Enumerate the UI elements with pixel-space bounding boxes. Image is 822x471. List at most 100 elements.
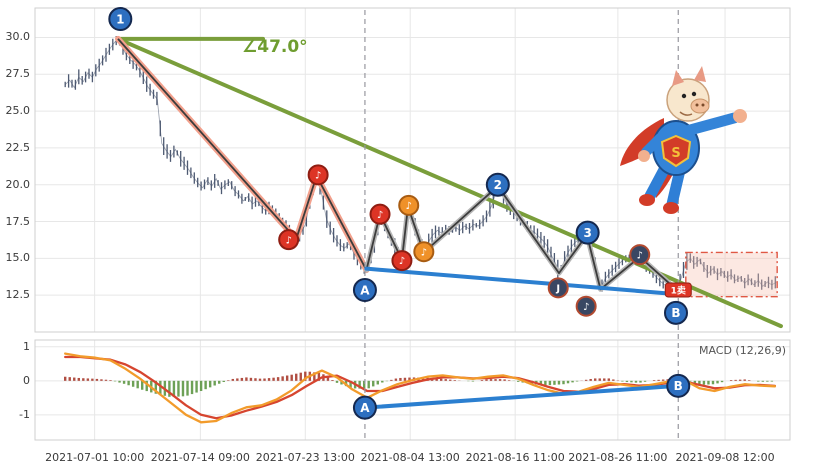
macd-histogram-bar [453, 380, 456, 381]
macd-histogram-bar [77, 377, 80, 381]
marker-note-red[interactable]: ♪ [307, 164, 329, 186]
macd-histogram-bar [281, 376, 284, 381]
macd-histogram-bar [64, 376, 67, 381]
macd-histogram-bar [711, 380, 715, 385]
macd-histogram-bar [362, 380, 366, 389]
macd-histogram-bar [766, 380, 769, 382]
macd-histogram-bar [553, 380, 556, 385]
macd-histogram-bar [249, 377, 253, 381]
chart-layers: ♪ ♪ ♪ ♪ ♪ ♪ J ♪ ♪ 1 2 3 A B A B 1卖 [34, 7, 791, 441]
macd-histogram-bar [91, 378, 94, 381]
macd-histogram-bar [485, 379, 488, 381]
macd-histogram-bar [263, 378, 266, 381]
macd-histogram-bar [544, 380, 547, 386]
mascot-arm [641, 133, 665, 157]
marker-wave-3[interactable]: 3 [575, 220, 600, 245]
salmon-impulse-zigzag-core [117, 38, 368, 271]
marker-wave-B[interactable]: B [663, 300, 688, 325]
macd-histogram-bar [698, 380, 701, 385]
marker-note-dark-label: J [555, 283, 560, 294]
marker-note-orange[interactable]: ♪ [398, 194, 420, 216]
marker-note-orange-label: ♪ [406, 201, 412, 212]
marker-note-red[interactable]: ♪ [391, 250, 413, 272]
macd-histogram-bar [666, 379, 669, 381]
sell-signal-badge-bg [664, 282, 692, 298]
macd-histogram-bar [95, 378, 99, 381]
marker-wave-1[interactable]: 1 [108, 7, 133, 32]
macd-histogram-bar [394, 378, 398, 381]
macd-histogram-bar [689, 380, 692, 382]
macd-histogram-bar [290, 374, 293, 381]
marker-note-dark-circle [547, 277, 569, 299]
marker-note-dark[interactable]: J [547, 277, 569, 299]
macd-histogram-bar [607, 378, 610, 381]
marker-note-red[interactable]: ♪ [369, 203, 391, 225]
marker-wave-A[interactable]: A [352, 278, 377, 303]
macd-histogram-bar [82, 378, 85, 381]
macd-histogram-bar [652, 380, 656, 381]
macd-histogram-bar [634, 380, 638, 383]
macd-histogram-bar [204, 380, 207, 390]
macd-histogram-bar [68, 377, 71, 381]
macd-histogram-bar [571, 380, 574, 383]
macd-histogram-bar [716, 380, 719, 384]
macd-marker-wave-A-label: A [360, 401, 370, 415]
macd-histogram-bar [761, 380, 765, 382]
macd-histogram-bar [489, 379, 493, 381]
marker-wave-2[interactable]: 2 [485, 172, 510, 197]
macd-marker-wave-B[interactable]: B [666, 373, 691, 398]
marker-note-red-circle [391, 250, 413, 272]
mascot-shield [660, 134, 692, 168]
macd-histogram-bar [734, 379, 737, 381]
macd-histogram-bar [227, 380, 230, 381]
macd-marker-wave-A[interactable]: A [352, 395, 377, 420]
macd-histogram-bar [276, 377, 280, 381]
macd-histogram-bar [507, 380, 511, 381]
macd-histogram-bar [503, 379, 506, 381]
macd-histogram-bar [639, 380, 642, 383]
marker-wave-A-circle [352, 278, 377, 303]
macd-histogram-bar [439, 378, 443, 381]
marker-note-red-label: ♪ [315, 170, 321, 181]
macd-histogram-bar [245, 377, 248, 381]
salmon-impulse-zigzag [115, 35, 370, 274]
marker-wave-B-label: B [671, 306, 680, 320]
marker-note-dark-label: ♪ [583, 302, 589, 313]
macd-histogram-bar [127, 380, 130, 386]
marker-wave-1-circle [108, 7, 133, 32]
macd-histogram-bar [258, 378, 262, 381]
macd-histogram-bar [236, 378, 239, 381]
macd-histogram-bar [122, 380, 126, 384]
macd-line [64, 352, 777, 424]
macd-histogram-bar [272, 377, 275, 381]
marker-note-dark[interactable]: ♪ [575, 295, 597, 317]
macd-histogram-bar [177, 380, 180, 397]
marker-note-dark[interactable]: ♪ [629, 244, 651, 266]
macd-histogram-bar [104, 379, 108, 381]
panel-border [34, 7, 791, 333]
macd-histogram-bar [131, 380, 135, 387]
macd-histogram-bar [630, 380, 633, 383]
marker-note-red-circle [369, 203, 391, 225]
macd-histogram-bar [693, 380, 697, 384]
macd-histogram-bar [195, 380, 198, 393]
macd-histogram-bar [584, 379, 588, 381]
sell-signal-badge[interactable]: 1卖 [664, 282, 692, 298]
macd-marker-wave-B-label: B [674, 379, 683, 393]
macd-histogram-bar [340, 380, 343, 385]
macd-histogram-bar [729, 380, 733, 381]
marker-note-red[interactable]: ♪ [278, 229, 300, 251]
macd-histogram-bar [421, 377, 425, 381]
mascot-eye [681, 93, 687, 99]
macd-histogram-bar [141, 380, 144, 390]
macd-histogram-bar [267, 378, 271, 381]
macd-histogram-bar [317, 372, 321, 381]
macd-histogram-bar [575, 380, 579, 382]
macd-histogram-bar [313, 372, 316, 381]
marker-wave-3-circle [575, 220, 600, 245]
marker-note-orange[interactable]: ♪ [413, 241, 435, 263]
mascot-ear [672, 70, 684, 86]
marker-note-red-label: ♪ [399, 256, 405, 267]
macd-histogram-bar [557, 380, 561, 385]
